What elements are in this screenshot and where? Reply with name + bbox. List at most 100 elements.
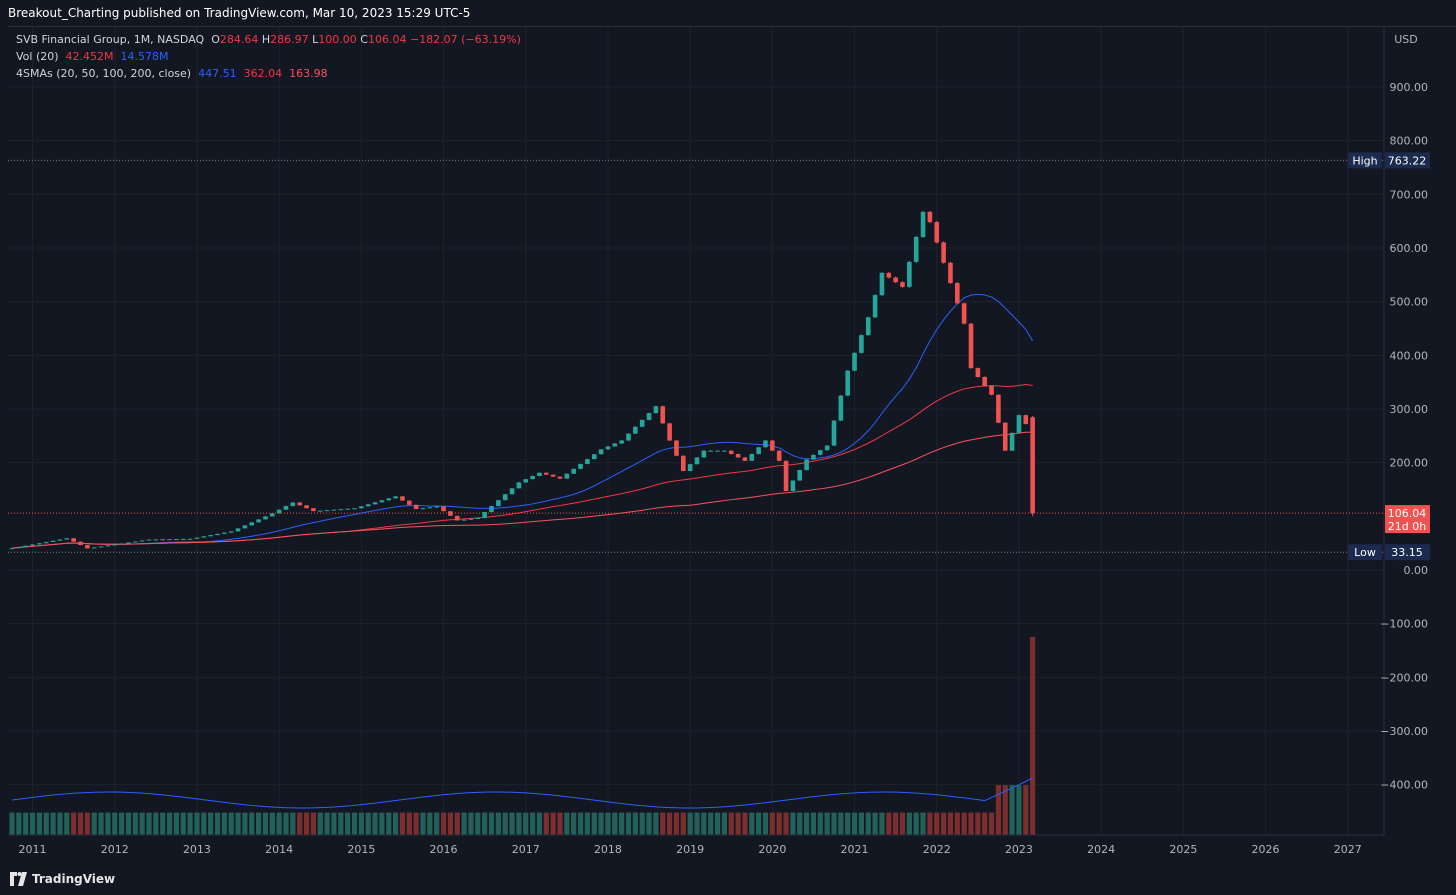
volume-bar <box>98 812 104 835</box>
volume-bar <box>646 812 652 835</box>
volume-bar <box>180 812 186 835</box>
candle-body <box>578 463 583 469</box>
candle-body <box>215 533 220 536</box>
volume-bar <box>605 812 611 835</box>
x-tick-label: 2021 <box>841 843 869 856</box>
high-tag-label-bg <box>1348 152 1382 169</box>
moving-averages <box>11 293 1034 549</box>
sma50-value: 362.04 <box>243 67 283 80</box>
candle-body <box>489 506 494 513</box>
candle-body <box>304 505 309 509</box>
candle-body <box>996 394 1001 423</box>
candle-body <box>407 500 412 505</box>
candle-body <box>797 470 803 481</box>
volume-bar <box>845 812 851 835</box>
candle-body <box>174 539 179 541</box>
last-price-bg <box>1385 505 1430 534</box>
candle-body <box>180 538 186 540</box>
volume-bar <box>934 812 940 835</box>
volume-bar <box>358 812 364 835</box>
countdown-value: 21d 0h <box>1388 520 1426 533</box>
chart-panel[interactable]: 2011 2012 2013 2014 2015 2016 2017 2018 2019 2020… <box>8 26 1456 864</box>
x-tick-label: 2016 <box>430 843 458 856</box>
candle-body <box>64 538 70 540</box>
candle-body <box>585 459 590 464</box>
candle-body <box>660 406 666 424</box>
volume-bar <box>146 812 152 835</box>
x-tick-label: 2023 <box>1005 843 1033 856</box>
open-value: 284.64 <box>219 33 259 46</box>
volume-bar <box>71 812 77 835</box>
candle-body <box>1009 432 1015 451</box>
price-chart[interactable]: 2011 2012 2013 2014 2015 2016 2017 2018 2019 2020… <box>8 27 1456 864</box>
candle-body <box>441 506 446 512</box>
candle-body <box>16 546 22 549</box>
volume-bar <box>886 812 892 835</box>
volume-legend[interactable]: Vol (20) 42.452M 14.578M <box>16 50 169 63</box>
volume-bar <box>440 812 447 835</box>
volume-bar <box>372 812 378 835</box>
volume-bar <box>564 812 570 835</box>
volume-bar <box>454 812 460 835</box>
symbol-name[interactable]: SVB Financial Group, 1M, NASDAQ <box>16 33 205 46</box>
candle-body <box>393 496 398 499</box>
volume-bar <box>530 812 536 835</box>
volume-bar <box>242 812 248 835</box>
y-tick-label: 400.00 <box>1390 349 1429 362</box>
candle-body <box>468 518 474 520</box>
volume-ma-line <box>11 777 1033 809</box>
x-tick-label: 2024 <box>1087 843 1115 856</box>
candle-body <box>749 454 755 461</box>
volume-bar <box>865 812 871 835</box>
candle-body <box>194 537 200 539</box>
publish-header: Breakout_Charting published on TradingVi… <box>0 0 1456 26</box>
volume-bar <box>612 812 618 835</box>
candle-body <box>530 475 535 480</box>
candle-body <box>1016 415 1022 433</box>
candle-body <box>742 457 748 461</box>
candle-body <box>365 504 371 507</box>
sma-label[interactable]: 4SMAs (20, 50, 100, 200, close) <box>16 67 192 80</box>
candle-body <box>400 496 405 501</box>
candle-body <box>989 385 994 395</box>
volume-label[interactable]: Vol (20) <box>16 50 59 63</box>
candle-body <box>434 506 439 508</box>
candle-body <box>256 519 261 523</box>
volume-bar <box>235 812 241 835</box>
volume-bar <box>804 812 810 835</box>
currency-label: USD <box>1394 33 1418 46</box>
candle-body <box>920 211 926 237</box>
high-label: H <box>261 33 271 46</box>
y-tick-label: 600.00 <box>1390 242 1429 255</box>
x-tick-label: 2013 <box>183 843 211 856</box>
y-tick-label: −400.00 <box>1380 779 1428 792</box>
volume-bar <box>502 812 508 835</box>
volume-bar <box>790 812 796 835</box>
candle-body <box>955 283 960 304</box>
sma-legend[interactable]: 4SMAs (20, 50, 100, 200, close) 447.51 3… <box>16 67 328 80</box>
y-tick-label: −300.00 <box>1380 725 1428 738</box>
candle-body <box>30 544 35 546</box>
candle-body <box>811 454 816 460</box>
low-value: 100.00 <box>318 33 357 46</box>
volume-bar <box>495 812 501 835</box>
low-tag-label: Low <box>1354 546 1376 559</box>
candle-body <box>838 395 844 421</box>
candle-body <box>338 509 344 511</box>
candle-body <box>324 510 330 512</box>
volume-bar <box>742 812 748 835</box>
volume-bar <box>482 812 488 835</box>
volume-bar <box>345 812 351 835</box>
volume-bar <box>269 812 275 835</box>
candle-body <box>961 303 967 324</box>
volume-bar <box>927 812 933 835</box>
candle-body <box>222 532 227 534</box>
volume-bar <box>831 812 837 835</box>
low-tag-value-bg <box>1385 544 1430 561</box>
candle-body <box>516 482 522 489</box>
candle-body <box>146 539 152 541</box>
candle-body <box>893 277 898 283</box>
candle-body <box>352 508 357 510</box>
symbol-legend[interactable]: SVB Financial Group, 1M, NASDAQ O284.64 … <box>16 33 521 46</box>
candle-body <box>886 272 892 278</box>
